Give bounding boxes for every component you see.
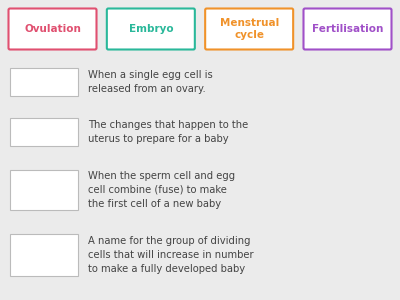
Text: Ovulation: Ovulation	[24, 24, 81, 34]
FancyBboxPatch shape	[10, 118, 78, 146]
Text: When the sperm cell and egg
cell combine (fuse) to make
the first cell of a new : When the sperm cell and egg cell combine…	[88, 171, 235, 208]
Text: When a single egg cell is
released from an ovary.: When a single egg cell is released from …	[88, 70, 213, 94]
Text: Embryo: Embryo	[128, 24, 173, 34]
Text: The changes that happen to the
uterus to prepare for a baby: The changes that happen to the uterus to…	[88, 120, 248, 144]
FancyBboxPatch shape	[10, 170, 78, 210]
FancyBboxPatch shape	[205, 8, 293, 50]
FancyBboxPatch shape	[10, 68, 78, 96]
Text: Fertilisation: Fertilisation	[312, 24, 383, 34]
FancyBboxPatch shape	[8, 8, 96, 50]
FancyBboxPatch shape	[304, 8, 392, 50]
Text: A name for the group of dividing
cells that will increase in number
to make a fu: A name for the group of dividing cells t…	[88, 236, 254, 274]
FancyBboxPatch shape	[10, 234, 78, 276]
Text: Menstrual
cycle: Menstrual cycle	[220, 18, 279, 40]
FancyBboxPatch shape	[107, 8, 195, 50]
